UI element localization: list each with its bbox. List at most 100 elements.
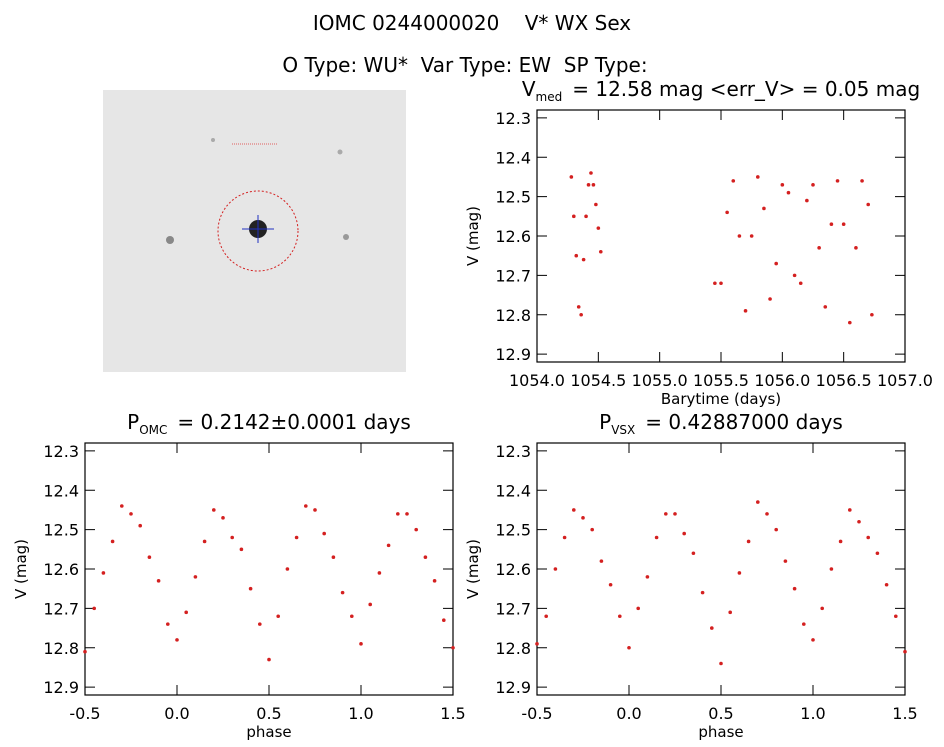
data-point bbox=[838, 539, 843, 544]
data-point bbox=[579, 312, 583, 317]
data-point bbox=[728, 610, 732, 615]
data-point bbox=[608, 582, 613, 587]
data-point bbox=[138, 523, 142, 528]
data-point bbox=[589, 171, 593, 175]
data-point bbox=[569, 175, 574, 179]
data-point bbox=[340, 590, 345, 595]
data-point bbox=[432, 579, 437, 583]
data-point bbox=[267, 657, 271, 662]
data-point bbox=[664, 512, 668, 516]
data-point bbox=[903, 649, 907, 654]
data-point bbox=[594, 202, 598, 207]
title-text: = 12.58 mag <err_V> = 0.05 mag bbox=[572, 77, 920, 101]
page-title: IOMC 0244000020 V* WX Sex bbox=[313, 11, 631, 35]
data-point bbox=[221, 516, 225, 520]
star bbox=[211, 138, 215, 142]
data-point bbox=[860, 179, 864, 183]
x-axis-label: phase bbox=[698, 723, 743, 741]
data-point bbox=[576, 305, 581, 309]
chart-title: Vmed = 12.58 mag <err_V> = 0.05 mag bbox=[522, 77, 920, 104]
x-axis-label: phase bbox=[246, 723, 291, 741]
x-tick-label: 1056.5 bbox=[816, 371, 872, 390]
data-point bbox=[590, 527, 594, 532]
data-point bbox=[737, 234, 742, 238]
data-point bbox=[574, 253, 579, 258]
data-point bbox=[584, 214, 588, 219]
x-tick-label: 1.0 bbox=[348, 704, 373, 723]
data-point bbox=[805, 198, 809, 203]
data-point bbox=[817, 246, 821, 250]
data-point bbox=[691, 551, 696, 556]
data-point bbox=[636, 606, 640, 611]
x-tick-label: -0.5 bbox=[521, 704, 552, 723]
data-point bbox=[811, 638, 815, 642]
plot-frame bbox=[84, 442, 454, 696]
data-point bbox=[870, 312, 874, 317]
data-point bbox=[110, 539, 115, 544]
data-point bbox=[835, 179, 840, 183]
data-point bbox=[725, 210, 729, 215]
data-point bbox=[743, 309, 748, 313]
y-tick-label: 12.5 bbox=[495, 521, 531, 540]
data-point bbox=[156, 579, 161, 583]
data-point bbox=[368, 602, 373, 607]
data-point bbox=[854, 246, 858, 250]
y-tick-label: 12.7 bbox=[495, 599, 531, 618]
y-tick-label: 12.6 bbox=[43, 560, 79, 579]
chart-title: PVSX = 0.42887000 days bbox=[599, 410, 843, 437]
data-point bbox=[783, 559, 788, 563]
data-point bbox=[884, 582, 889, 587]
data-point bbox=[866, 535, 870, 540]
data-point bbox=[442, 618, 446, 622]
star bbox=[337, 149, 343, 155]
x-tick-label: 1057.0 bbox=[877, 371, 933, 390]
y-axis-label: V (mag) bbox=[464, 206, 482, 266]
data-point bbox=[596, 226, 601, 230]
y-axis-label: V (mag) bbox=[464, 539, 482, 599]
aperture bbox=[217, 190, 299, 272]
data-point bbox=[875, 551, 880, 556]
title-symbol: V bbox=[522, 77, 536, 101]
data-point bbox=[713, 281, 717, 286]
data-point bbox=[553, 567, 558, 571]
x-tick-label: 1054.5 bbox=[570, 371, 626, 390]
data-point bbox=[202, 539, 207, 544]
y-tick-label: 12.3 bbox=[495, 109, 531, 128]
y-tick-label: 12.3 bbox=[43, 442, 79, 461]
data-point bbox=[866, 202, 870, 207]
data-point bbox=[774, 527, 778, 532]
data-point bbox=[586, 183, 591, 187]
title-text: = 0.42887000 days bbox=[645, 410, 843, 434]
data-point bbox=[599, 559, 604, 563]
star bbox=[166, 236, 174, 244]
data-point bbox=[820, 606, 824, 611]
data-point bbox=[377, 571, 382, 575]
data-point bbox=[894, 614, 898, 619]
y-tick-label: 12.5 bbox=[43, 521, 79, 540]
data-point bbox=[768, 297, 772, 301]
x-tick-label: 0.5 bbox=[708, 704, 733, 723]
x-tick-label: 1.0 bbox=[800, 704, 825, 723]
data-point bbox=[258, 622, 262, 626]
data-point bbox=[285, 567, 290, 571]
star bbox=[343, 234, 349, 240]
data-point bbox=[749, 234, 754, 238]
data-point bbox=[120, 504, 124, 508]
data-point bbox=[147, 555, 152, 559]
y-tick-label: 12.8 bbox=[495, 306, 531, 325]
y-tick-label: 12.5 bbox=[495, 188, 531, 207]
data-point bbox=[682, 531, 686, 536]
data-point bbox=[386, 543, 391, 548]
data-point bbox=[304, 504, 308, 508]
data-point bbox=[101, 571, 106, 575]
y-tick-label: 12.6 bbox=[495, 560, 531, 579]
y-tick-label: 12.9 bbox=[43, 678, 79, 697]
data-point bbox=[756, 500, 760, 504]
data-point bbox=[774, 261, 778, 266]
chart-title: POMC = 0.2142±0.0001 days bbox=[127, 410, 411, 437]
data-point bbox=[414, 527, 419, 532]
data-point bbox=[710, 626, 714, 630]
data-point bbox=[792, 273, 797, 278]
y-tick-label: 12.8 bbox=[43, 639, 79, 658]
